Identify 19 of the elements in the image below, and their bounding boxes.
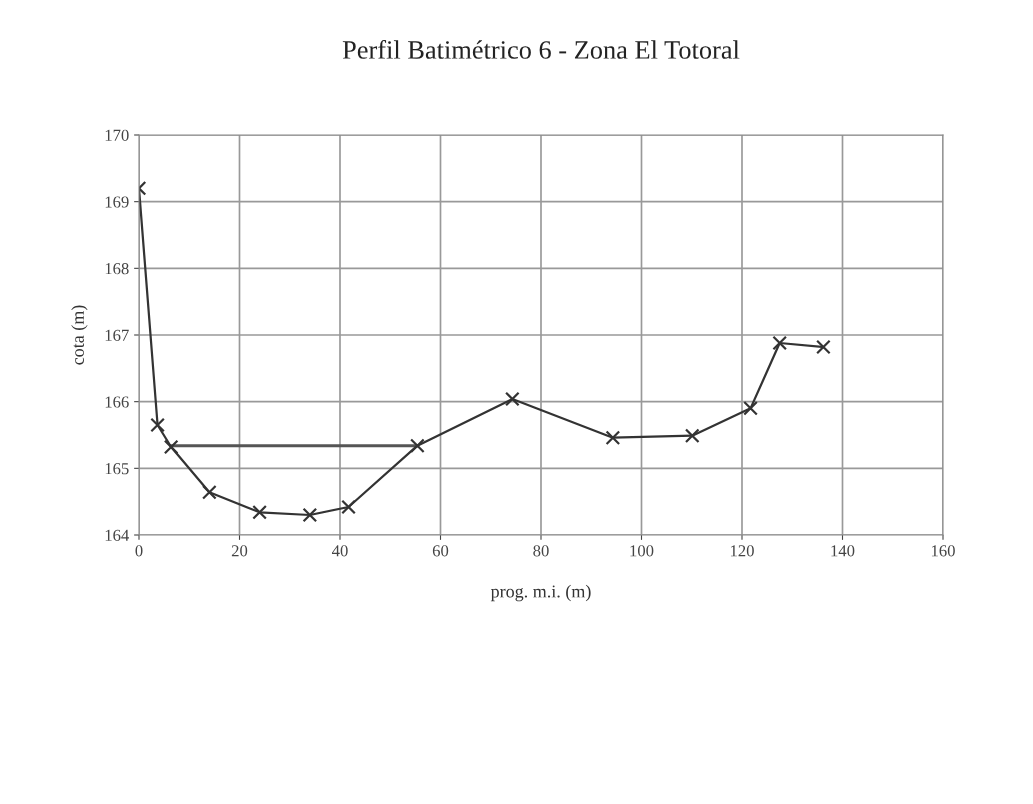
y-tick-label: 169 — [105, 196, 129, 208]
x-tick-label: 60 — [432, 545, 449, 557]
x-tick-label: 160 — [931, 545, 955, 557]
y-tick-label: 166 — [105, 396, 129, 408]
x-tick-label: 140 — [831, 545, 855, 557]
x-tick-label: 80 — [533, 545, 549, 557]
x-tick-label: 20 — [231, 545, 248, 557]
y-tick-label: 165 — [105, 463, 129, 475]
y-tick-label: 170 — [105, 129, 129, 141]
x-tick-label: 100 — [630, 545, 654, 557]
x-tick-label: 0 — [135, 545, 143, 557]
x-tick-label: 120 — [730, 545, 754, 557]
y-tick-label: 168 — [105, 263, 129, 275]
x-axis-title: prog. m.i. (m) — [490, 584, 591, 602]
y-tick-label: 167 — [105, 329, 129, 341]
y-axis-title: cota (m) — [71, 305, 88, 365]
x-tick-label: 40 — [331, 545, 348, 557]
y-tick-label: 164 — [105, 529, 130, 541]
chart-title: Perfil Batimétrico 6 - Zona El Totoral — [342, 40, 740, 59]
